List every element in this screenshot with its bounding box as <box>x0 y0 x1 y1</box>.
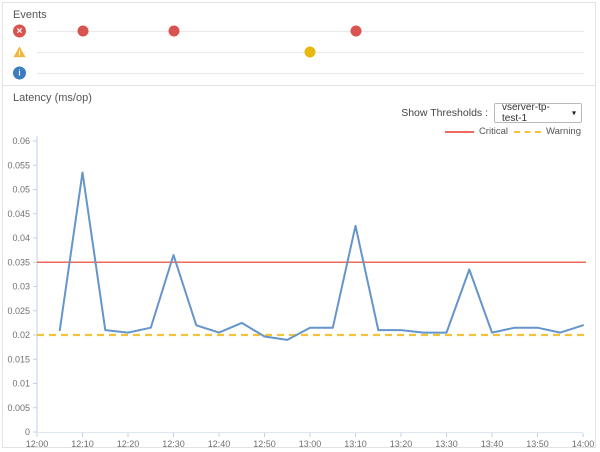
y-tick-label: 0.025 <box>7 306 30 316</box>
error-event-marker-1310[interactable] <box>350 25 361 37</box>
latency-chart: 0.06 0.055 0.05 0.045 0.04 0.035 0.03 0.025 0.02… <box>7 136 595 448</box>
y-tick-label: 0.035 <box>7 257 30 267</box>
y-tick-label: 0.005 <box>7 403 30 413</box>
x-tick-label: 12:10 <box>71 439 94 448</box>
latency-panel: 0.06 0.055 0.05 0.045 0.04 0.035 0.03 0.025 0.02… <box>3 86 595 448</box>
y-tick-label: 0.045 <box>7 209 30 219</box>
x-tick-label: 14:00 <box>572 439 595 448</box>
x-tick-label: 13:30 <box>435 439 458 448</box>
events-panel: Events ✕! i <box>3 3 595 86</box>
svg-text:!: ! <box>18 51 20 58</box>
x-tick-label: 12:00 <box>26 439 49 448</box>
x-tick-label: 13:50 <box>526 439 549 448</box>
chevron-down-icon: ▾ <box>571 108 576 118</box>
y-tick-label: 0.02 <box>12 330 30 340</box>
warning-triangle-icon: ! <box>13 46 26 59</box>
legend-warning-label: Warning <box>545 126 581 137</box>
x-tick-label: 13:40 <box>481 439 504 448</box>
info-event-timeline <box>37 73 584 74</box>
x-tick-label: 13:10 <box>344 439 367 448</box>
x-tick-label: 13:00 <box>299 439 322 448</box>
warning-event-marker-1300[interactable] <box>304 46 316 58</box>
warning-line-swatch <box>513 130 541 133</box>
latency-title: Latency (ms/op) <box>13 92 92 104</box>
error-circle-icon: ✕ <box>13 24 26 38</box>
x-tick-label: 13:20 <box>390 439 413 448</box>
legend-item-critical: Critical <box>444 126 508 137</box>
critical-line-swatch <box>444 130 474 133</box>
error-event-marker-1230[interactable] <box>168 25 179 37</box>
x-tick-label: 12:50 <box>253 439 276 448</box>
y-tick-label: 0.015 <box>7 354 30 364</box>
y-tick-label: 0.05 <box>12 185 30 195</box>
x-tick-label: 12:20 <box>117 439 140 448</box>
threshold-dropdown-value: vserver-tp-test-1 <box>502 102 550 124</box>
dashboard-panel: Events ✕! i 0.06 0.055 0.05 0.045 0.04 0.035 0.… <box>2 2 596 448</box>
threshold-controls: Show Thresholds : vserver-tp-test-1 ▾ <box>401 102 582 124</box>
info-circle-icon: i <box>13 66 26 80</box>
x-tick-label: 12:40 <box>208 439 231 448</box>
chart-legend: Critical Warning <box>444 126 581 137</box>
legend-critical-label: Critical <box>478 126 508 137</box>
x-tick-label: 12:30 <box>162 439 185 448</box>
y-tick-label: 0.03 <box>12 282 30 292</box>
y-tick-label: 0 <box>25 427 30 437</box>
y-tick-label: 0.01 <box>12 379 30 389</box>
y-tick-label: 0.055 <box>7 160 30 170</box>
y-tick-label: 0.04 <box>12 233 30 243</box>
latency-series-line <box>58 171 584 341</box>
y-tick-label: 0.06 <box>12 136 30 146</box>
error-event-marker-1210[interactable] <box>77 25 88 37</box>
events-title: Events <box>13 9 47 21</box>
legend-item-warning: Warning <box>513 126 581 137</box>
error-event-timeline <box>37 31 584 32</box>
threshold-dropdown[interactable]: vserver-tp-test-1 ▾ <box>494 102 582 124</box>
show-thresholds-label: Show Thresholds : <box>401 107 488 119</box>
